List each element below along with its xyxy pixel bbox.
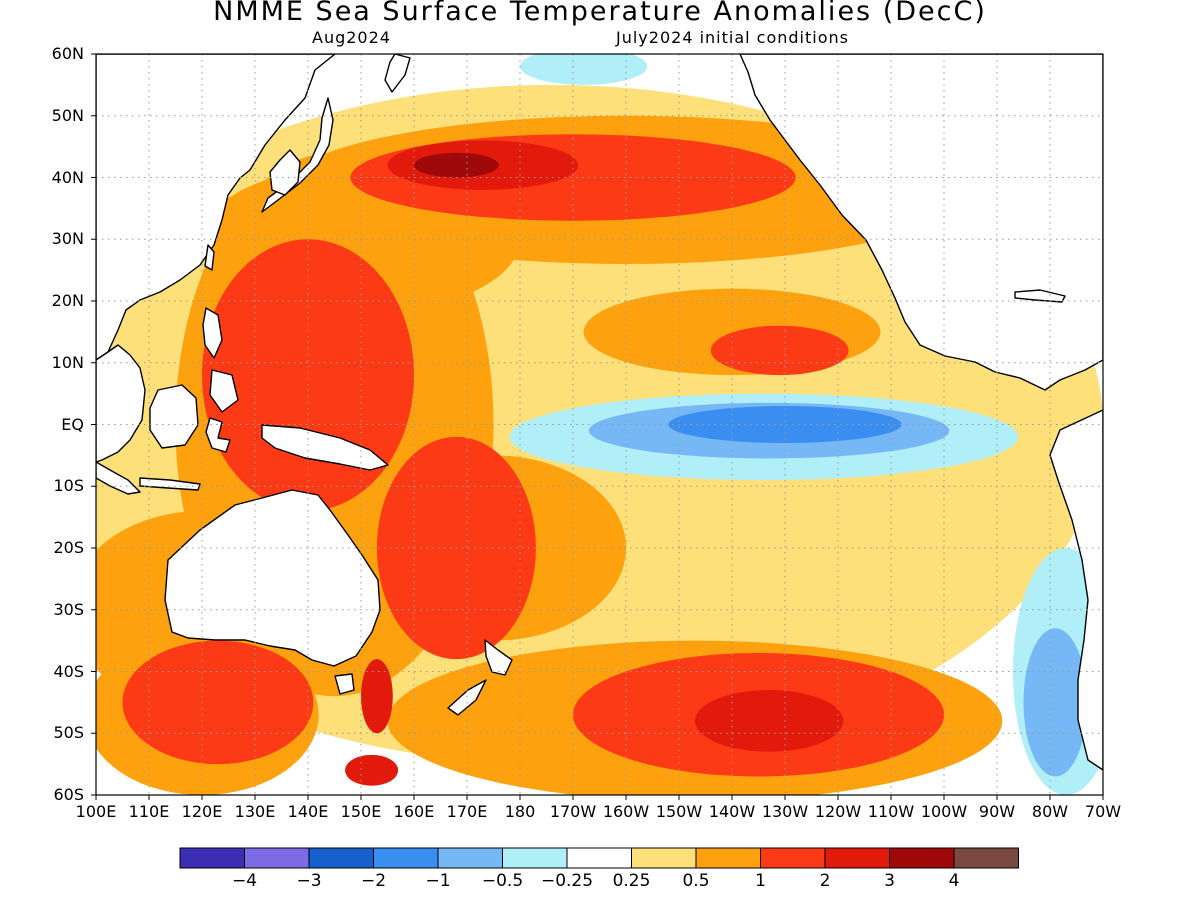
map-title: NMME Sea Surface Temperature Anomalies (… bbox=[213, 0, 987, 27]
indochina bbox=[96, 344, 146, 463]
colorbar-label: 0.5 bbox=[682, 871, 710, 891]
forecast-month: Aug2024 bbox=[312, 28, 391, 47]
lat-tick-label: 30N bbox=[51, 229, 84, 249]
lat-tick-label: 50S bbox=[53, 723, 84, 743]
colorbar-label: −2 bbox=[360, 871, 387, 891]
anomaly-region-27 bbox=[668, 405, 902, 444]
lon-tick-label: 120E bbox=[181, 802, 223, 821]
tasmania bbox=[334, 673, 355, 695]
lon-tick-label: 140W bbox=[708, 802, 756, 821]
new-guinea bbox=[261, 424, 389, 471]
anomaly-region-14 bbox=[122, 640, 314, 765]
japan bbox=[261, 97, 334, 213]
mindanao bbox=[209, 369, 239, 413]
colorbar-swatch bbox=[953, 847, 1019, 869]
lon-tick-label: 90W bbox=[978, 802, 1016, 821]
colorbar-label: 2 bbox=[819, 871, 831, 891]
lat-tick-label: 50N bbox=[51, 105, 84, 125]
anomaly-region-15 bbox=[710, 325, 849, 376]
korea bbox=[269, 149, 301, 196]
anomaly-region-24 bbox=[520, 54, 648, 85]
new-zealand-north bbox=[484, 639, 513, 676]
colorbar-label: −3 bbox=[296, 871, 322, 891]
lat-tick-label: 60N bbox=[51, 44, 84, 63]
colorbar-swatch bbox=[373, 847, 439, 869]
new-zealand-south bbox=[447, 679, 487, 716]
anomaly-region-21 bbox=[414, 152, 499, 178]
anomaly-region-26 bbox=[1023, 628, 1088, 777]
anomaly-region-10 bbox=[202, 239, 414, 511]
lon-tick-label: 180 bbox=[504, 802, 536, 821]
anomaly-region-20 bbox=[345, 754, 399, 786]
lon-tick-label: 80W bbox=[1031, 802, 1069, 821]
colorbar-label: 0.25 bbox=[612, 871, 651, 891]
lon-tick-label: 150E bbox=[340, 802, 382, 821]
colorbar-label: −1 bbox=[425, 871, 451, 891]
lon-tick-label: 100W bbox=[920, 802, 968, 821]
colorbar-swatch bbox=[631, 847, 697, 869]
lat-tick-label: 40S bbox=[53, 661, 84, 681]
asia-landmass bbox=[96, 54, 336, 361]
lat-tick-label: 10S bbox=[53, 476, 84, 496]
lon-tick-label: 170E bbox=[446, 802, 488, 821]
colorbar-label: 1 bbox=[755, 871, 766, 891]
colorbar-label: −0.5 bbox=[481, 871, 524, 891]
anomaly-region-18 bbox=[694, 690, 844, 752]
colorbar-swatch bbox=[244, 847, 310, 869]
colorbar-label: 4 bbox=[948, 871, 960, 891]
colorbar-swatch bbox=[824, 847, 890, 869]
borneo bbox=[149, 384, 199, 449]
taiwan bbox=[204, 244, 215, 271]
colorbar-swatch bbox=[308, 847, 374, 869]
lat-tick-label: 20S bbox=[53, 538, 84, 557]
north-america bbox=[739, 54, 1103, 391]
lon-tick-label: 140E bbox=[287, 802, 329, 821]
colorbar-swatch bbox=[437, 847, 503, 869]
lat-tick-label: 40N bbox=[51, 167, 84, 187]
lon-tick-label: 100E bbox=[75, 802, 117, 821]
plot-frame bbox=[95, 53, 1104, 796]
kamchatka bbox=[384, 54, 411, 93]
colorbar-label: −4 bbox=[231, 871, 258, 891]
axis-ticks bbox=[91, 53, 1104, 800]
lat-tick-label: EQ bbox=[61, 414, 84, 434]
colorbar-swatch bbox=[760, 847, 826, 869]
lon-tick-label: 130E bbox=[234, 802, 276, 821]
lon-tick-label: 160W bbox=[602, 802, 650, 821]
australia bbox=[164, 489, 381, 667]
lon-tick-label: 130W bbox=[761, 802, 809, 821]
lat-tick-label: 60S bbox=[53, 785, 84, 804]
continents bbox=[96, 54, 1103, 771]
lat-tick-label: 30S bbox=[53, 599, 84, 619]
lat-tick-label: 10N bbox=[51, 352, 84, 372]
sulawesi bbox=[205, 417, 231, 453]
colorbar-swatch bbox=[179, 847, 245, 869]
initial-conditions: July2024 initial conditions bbox=[616, 28, 849, 47]
colorbar-label: 3 bbox=[884, 871, 895, 891]
java bbox=[139, 477, 201, 491]
lon-tick-label: 160E bbox=[393, 802, 435, 821]
luzon bbox=[202, 307, 223, 359]
sumatra bbox=[96, 461, 141, 495]
colorbar-label: −0.25 bbox=[540, 871, 594, 891]
colorbar-swatch bbox=[566, 847, 632, 869]
colorbar-swatch bbox=[695, 847, 761, 869]
lon-tick-label: 120W bbox=[814, 802, 862, 821]
anomaly-region-19 bbox=[361, 659, 393, 734]
lon-tick-label: 170W bbox=[549, 802, 597, 821]
lat-tick-label: 20N bbox=[51, 291, 84, 310]
colorbar bbox=[179, 847, 1019, 869]
south-america bbox=[1049, 409, 1103, 771]
colorbar-swatch bbox=[889, 847, 955, 869]
lon-tick-label: 70W bbox=[1084, 802, 1122, 821]
lon-tick-label: 110E bbox=[128, 802, 170, 821]
lon-tick-label: 150W bbox=[655, 802, 703, 821]
colorbar-swatch bbox=[502, 847, 568, 869]
cuba bbox=[1014, 289, 1066, 303]
lon-tick-label: 110W bbox=[867, 802, 915, 821]
